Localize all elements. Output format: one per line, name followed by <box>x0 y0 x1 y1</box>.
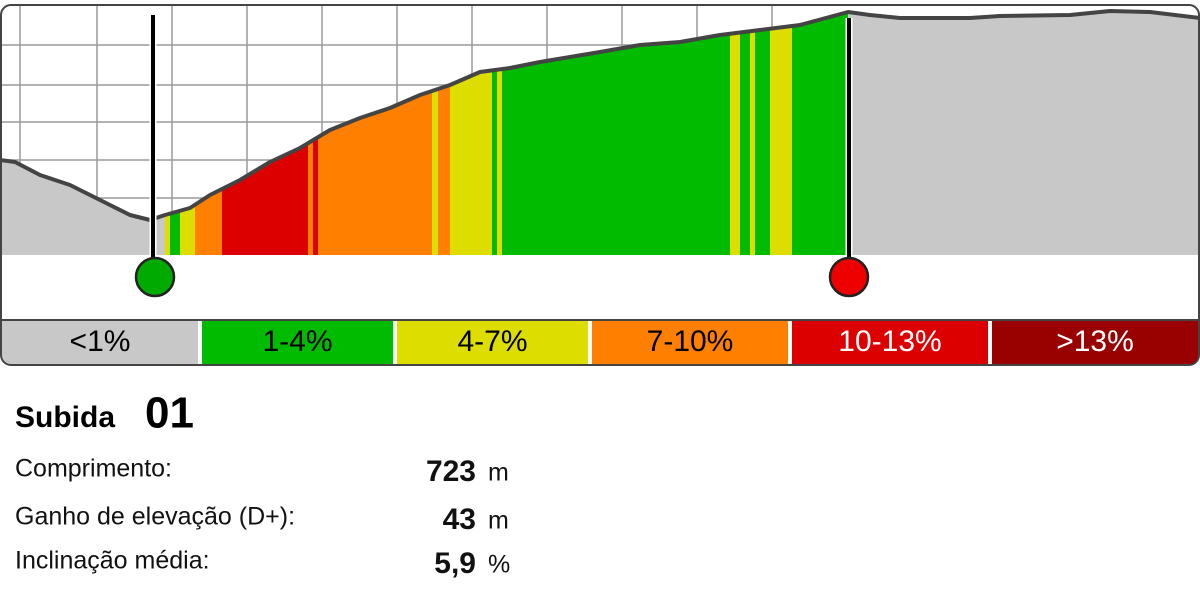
stat-value: 5,9 <box>434 547 476 580</box>
stat-label: Inclinação média: <box>15 547 210 575</box>
legend-label: 4-7% <box>457 325 527 358</box>
legend-label: 1-4% <box>262 325 332 358</box>
stat-unit: m <box>488 507 509 535</box>
title-number: 01 <box>145 389 194 438</box>
legend-swatch <box>1 320 200 365</box>
stat-value: 723 <box>426 455 476 488</box>
legend-swatch <box>200 320 395 365</box>
legend: <1% 1-4% 4-7% 7-10% 10-13% >13% <box>1 319 1199 365</box>
stat-label: Ganho de elevação (D+): <box>15 503 295 531</box>
profile-area: <1% 1-4% 4-7% 7-10% 10-13% >13% <box>1 5 1199 365</box>
stat-unit: % <box>488 551 510 579</box>
legend-swatch <box>990 320 1199 365</box>
legend-label: 10-13% <box>838 325 941 358</box>
stat-value: 43 <box>443 503 476 536</box>
title-word: Subida <box>15 401 115 434</box>
end-marker <box>828 256 870 298</box>
legend-swatch <box>395 320 590 365</box>
legend-swatch <box>790 320 990 365</box>
legend-swatch <box>590 320 790 365</box>
stat-unit: m <box>488 459 509 487</box>
legend-label: 7-10% <box>647 325 734 358</box>
stats: Comprimento: 723 m Ganho de elevação (D+): 4… <box>15 455 510 580</box>
legend-label: >13% <box>1056 325 1134 358</box>
start-marker <box>134 256 176 298</box>
legend-label: <1% <box>70 325 131 358</box>
stat-label: Comprimento: <box>15 455 172 483</box>
